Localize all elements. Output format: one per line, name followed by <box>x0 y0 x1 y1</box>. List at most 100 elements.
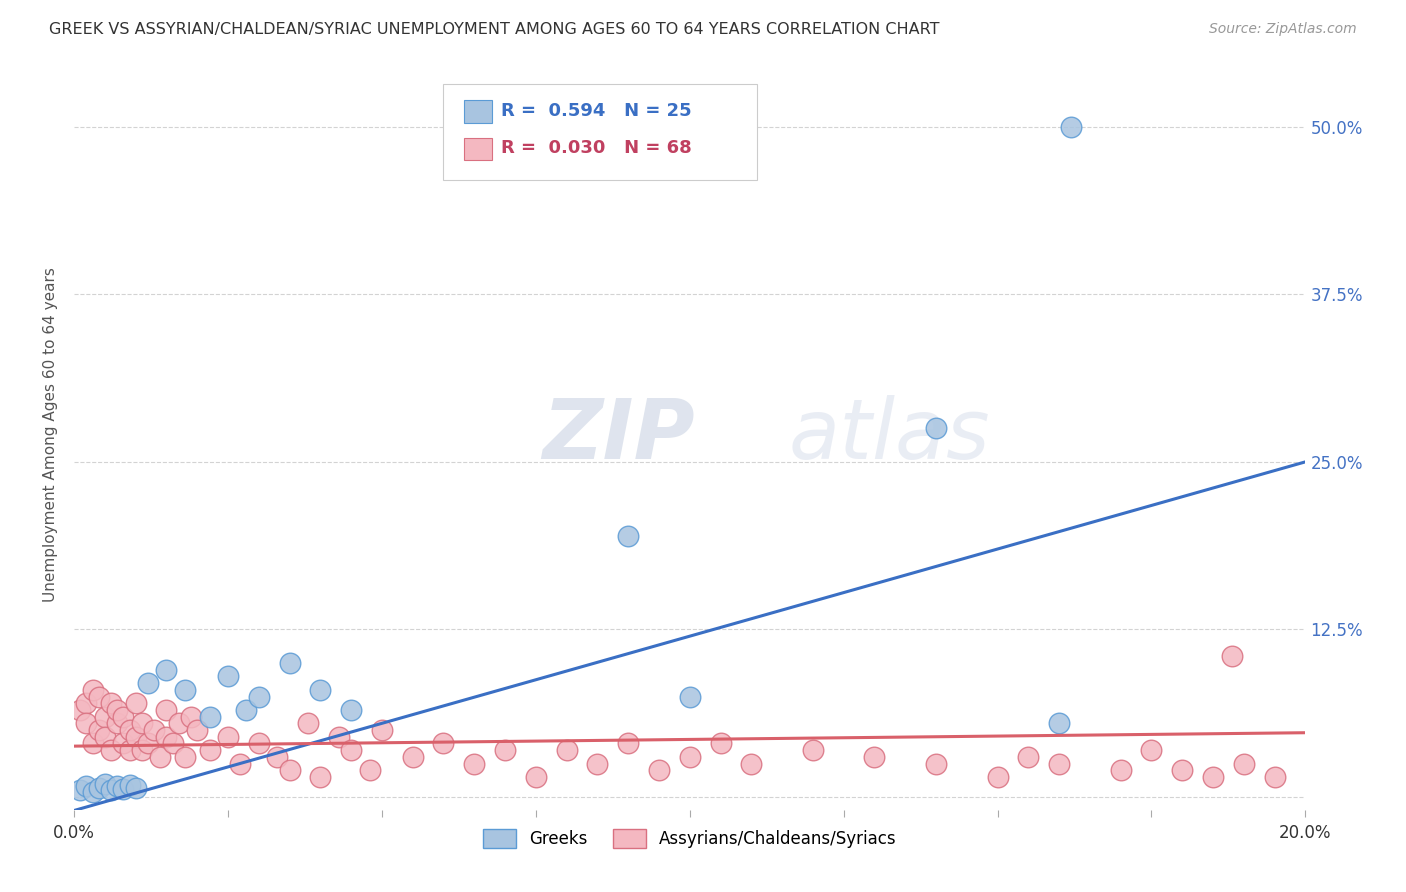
Point <box>278 764 301 778</box>
Point <box>340 743 363 757</box>
Point <box>1140 743 1163 757</box>
Point <box>266 749 288 764</box>
Point <box>247 690 270 704</box>
Point <box>87 780 110 795</box>
Point <box>155 663 177 677</box>
Point <box>118 723 141 737</box>
Point <box>124 780 146 795</box>
Point <box>1047 756 1070 771</box>
Point <box>174 749 197 764</box>
Point <box>309 770 332 784</box>
Point <box>432 736 454 750</box>
Point <box>340 703 363 717</box>
Point <box>174 682 197 697</box>
Point <box>1109 764 1132 778</box>
Point <box>524 770 547 784</box>
Point <box>131 743 153 757</box>
Point <box>124 730 146 744</box>
Point <box>1220 649 1243 664</box>
Point <box>463 756 485 771</box>
Point <box>198 709 221 723</box>
Point <box>863 749 886 764</box>
Point <box>155 703 177 717</box>
Point <box>328 730 350 744</box>
FancyBboxPatch shape <box>443 84 758 180</box>
Point <box>648 764 671 778</box>
Text: ZIP: ZIP <box>541 394 695 475</box>
Point <box>1233 756 1256 771</box>
Legend: Greeks, Assyrians/Chaldeans/Syriacs: Greeks, Assyrians/Chaldeans/Syriacs <box>475 822 904 855</box>
Point <box>136 676 159 690</box>
Point <box>987 770 1010 784</box>
Point <box>617 528 640 542</box>
Y-axis label: Unemployment Among Ages 60 to 64 years: Unemployment Among Ages 60 to 64 years <box>44 268 58 602</box>
Point <box>100 743 122 757</box>
Point <box>217 669 239 683</box>
Point <box>75 696 97 710</box>
Point <box>555 743 578 757</box>
Point <box>679 749 702 764</box>
Point <box>371 723 394 737</box>
Point <box>69 703 91 717</box>
Point <box>1060 120 1083 134</box>
Point <box>229 756 252 771</box>
Point <box>925 756 948 771</box>
Point <box>118 778 141 792</box>
Text: R =  0.030   N = 68: R = 0.030 N = 68 <box>502 139 692 157</box>
Point <box>235 703 257 717</box>
Point <box>1047 716 1070 731</box>
Point <box>679 690 702 704</box>
Point <box>124 696 146 710</box>
Text: R =  0.594   N = 25: R = 0.594 N = 25 <box>502 102 692 120</box>
Point <box>112 782 135 797</box>
Point <box>1017 749 1039 764</box>
Point <box>309 682 332 697</box>
Point <box>162 736 184 750</box>
Point <box>740 756 762 771</box>
Point <box>801 743 824 757</box>
Point <box>69 783 91 797</box>
Point <box>112 709 135 723</box>
Point <box>105 716 128 731</box>
Point <box>100 696 122 710</box>
Text: Source: ZipAtlas.com: Source: ZipAtlas.com <box>1209 22 1357 37</box>
Point <box>494 743 516 757</box>
Point <box>118 743 141 757</box>
Point <box>87 723 110 737</box>
Point <box>1171 764 1194 778</box>
Point <box>143 723 166 737</box>
Point <box>167 716 190 731</box>
Point <box>278 656 301 670</box>
Point <box>402 749 425 764</box>
FancyBboxPatch shape <box>464 137 492 161</box>
FancyBboxPatch shape <box>464 100 492 123</box>
Point <box>247 736 270 750</box>
Point <box>1264 770 1286 784</box>
Point <box>586 756 609 771</box>
Point <box>217 730 239 744</box>
Text: atlas: atlas <box>789 394 990 475</box>
Point <box>75 716 97 731</box>
Point <box>180 709 202 723</box>
Text: GREEK VS ASSYRIAN/CHALDEAN/SYRIAC UNEMPLOYMENT AMONG AGES 60 TO 64 YEARS CORRELA: GREEK VS ASSYRIAN/CHALDEAN/SYRIAC UNEMPL… <box>49 22 939 37</box>
Point <box>75 780 97 794</box>
Point <box>1202 770 1225 784</box>
Point <box>94 777 117 791</box>
Point <box>925 421 948 435</box>
Point <box>136 736 159 750</box>
Point <box>297 716 319 731</box>
Point <box>82 682 104 697</box>
Point <box>82 736 104 750</box>
Point <box>709 736 731 750</box>
Point <box>105 780 128 794</box>
Point <box>82 785 104 799</box>
Point <box>94 730 117 744</box>
Point <box>198 743 221 757</box>
Point <box>617 736 640 750</box>
Point <box>87 690 110 704</box>
Point <box>131 716 153 731</box>
Point <box>94 709 117 723</box>
Point <box>112 736 135 750</box>
Point <box>155 730 177 744</box>
Point <box>186 723 208 737</box>
